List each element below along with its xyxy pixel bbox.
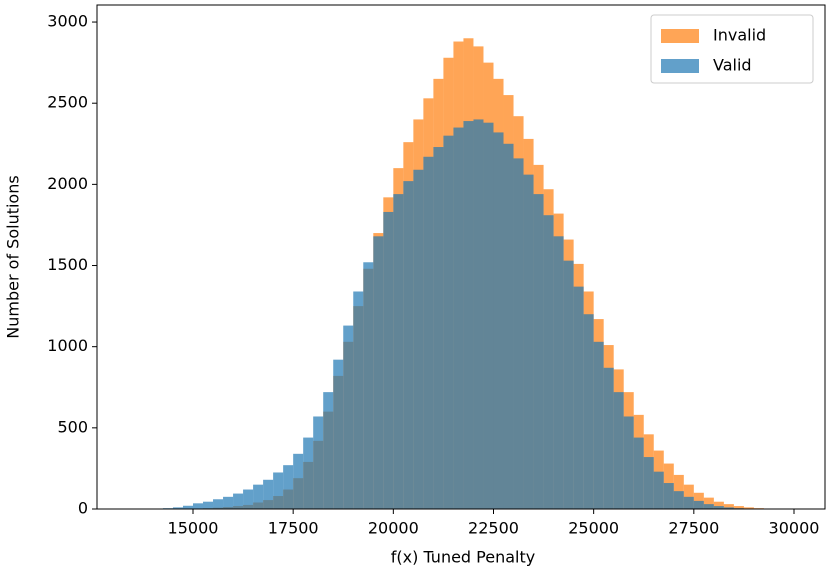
histogram-bar	[593, 341, 604, 509]
histogram-bar	[653, 471, 664, 509]
histogram-bar	[643, 457, 654, 509]
histogram-bar	[293, 453, 304, 509]
x-tick-label: 27500	[668, 519, 719, 538]
histogram-bar	[623, 416, 634, 509]
plot-frame	[96, 4, 826, 510]
histogram-bar	[483, 122, 494, 510]
histogram-bar	[192, 503, 204, 509]
histogram-bar	[263, 479, 274, 509]
histogram-bar	[403, 181, 414, 509]
x-tick-label: 25000	[568, 519, 619, 538]
histogram-bar	[283, 465, 294, 509]
histogram-bar	[613, 392, 624, 509]
x-tick-label: 17500	[268, 519, 319, 538]
histogram-bar	[203, 501, 214, 509]
histogram-bar	[633, 437, 644, 509]
x-tick-label: 30000	[769, 519, 820, 538]
histogram-bar	[553, 236, 564, 509]
histogram-bar	[523, 174, 534, 510]
histogram-bar	[303, 437, 314, 509]
histogram-bar	[172, 507, 183, 509]
histogram-bar	[333, 359, 344, 509]
histogram-bar	[713, 506, 724, 509]
histogram-bar	[703, 504, 714, 509]
x-axis-label: f(x) Tuned Penalty	[391, 548, 535, 567]
histogram-bar	[723, 507, 734, 509]
y-axis-label: Number of Solutions	[4, 175, 23, 338]
legend-swatch	[661, 29, 699, 43]
y-tick-label: 1500	[47, 255, 88, 274]
histogram-bar	[213, 499, 224, 509]
histogram-bar	[393, 194, 404, 510]
x-tick-label: 15000	[168, 519, 219, 538]
histogram-bar	[493, 132, 504, 509]
histogram-bar	[683, 496, 694, 509]
histogram-bar	[343, 325, 354, 509]
histogram-bar	[373, 236, 384, 509]
legend-label: Valid	[713, 56, 752, 75]
histogram-bar	[423, 156, 434, 509]
histogram-bar	[603, 367, 614, 509]
y-tick-label: 3000	[47, 12, 88, 31]
y-tick-label: 500	[57, 417, 88, 436]
histogram-bar	[223, 496, 234, 509]
histogram-bar	[273, 472, 284, 509]
histogram-bar	[733, 506, 744, 509]
histogram-bar	[473, 119, 484, 509]
histogram-bar	[433, 147, 444, 509]
y-tick-label: 2000	[47, 174, 88, 193]
histogram-bar	[313, 416, 324, 509]
histogram-bar	[513, 158, 524, 510]
histogram-bar	[743, 507, 754, 509]
y-tick-label: 0	[78, 499, 88, 518]
histogram-bar	[463, 121, 474, 509]
x-tick-label: 22500	[468, 519, 519, 538]
y-tick-label: 2500	[47, 93, 88, 112]
x-tick-label: 20000	[368, 519, 419, 538]
histogram-bar	[533, 194, 544, 510]
histogram-bar	[243, 489, 254, 509]
histogram-bar	[723, 504, 734, 509]
legend-swatch	[661, 59, 699, 73]
histogram-bar	[573, 286, 584, 509]
histogram-bar	[583, 314, 594, 509]
histogram-bar	[323, 392, 334, 509]
histogram-bar	[563, 260, 574, 509]
histogram-bar	[503, 143, 514, 510]
histogram-bar	[383, 211, 394, 509]
histogram-bar	[363, 262, 374, 509]
histogram-bar	[443, 135, 454, 509]
histogram-bar	[353, 291, 364, 509]
histogram-bar	[713, 501, 724, 509]
histogram-bar	[703, 497, 714, 509]
histogram-bar	[413, 169, 424, 510]
histogram-bar	[453, 127, 464, 510]
histogram-bar	[663, 483, 674, 509]
legend-label: Invalid	[713, 26, 766, 45]
histogram-bar	[543, 215, 554, 510]
histogram-bar	[182, 505, 193, 509]
histogram-bar	[693, 500, 704, 509]
histogram-bar	[253, 484, 264, 509]
histogram-bar	[673, 491, 684, 509]
histogram-bar	[233, 493, 244, 509]
y-tick-label: 1000	[47, 336, 88, 355]
